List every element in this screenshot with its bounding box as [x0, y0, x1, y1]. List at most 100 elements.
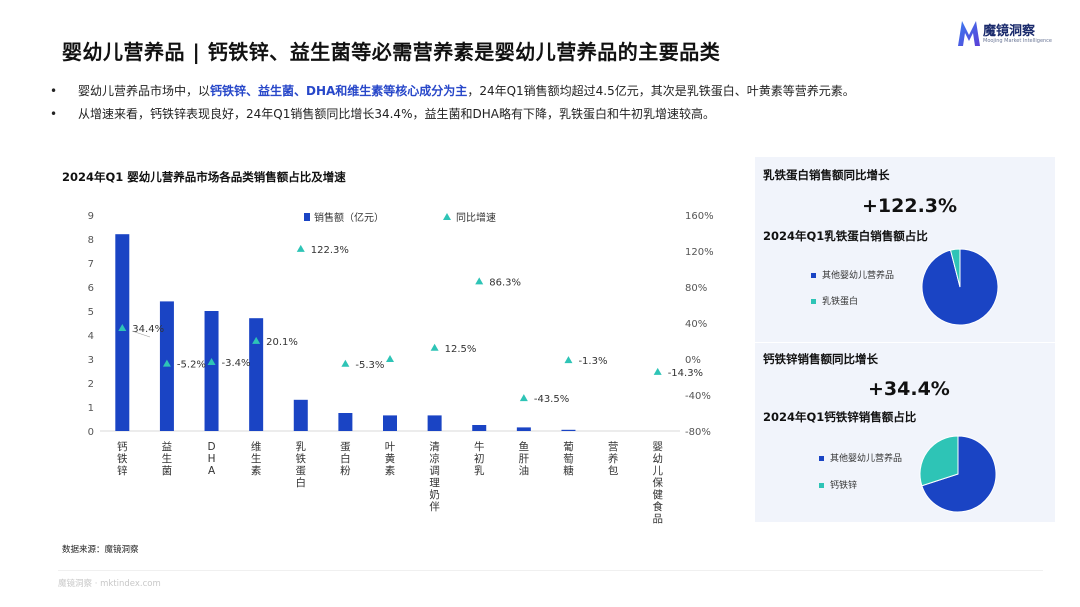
y-left-tick-label: 4: [88, 331, 94, 342]
y-left-tick-label: 7: [88, 259, 94, 270]
bullet-dot: •: [50, 107, 58, 121]
growth-data-label: 122.3%: [311, 245, 349, 256]
brand-logo: 魔镜洞察 Moojing Market Intelligence: [956, 18, 1066, 50]
bullet-highlight: 钙铁锌、益生菌、DHA和维生素等核心成分为主: [210, 84, 468, 98]
legend-point-label: 同比增速: [456, 211, 496, 224]
bar-蛋白粉: [338, 413, 353, 431]
bullet-text: 婴幼儿营养品市场中，以: [78, 84, 211, 98]
x-category-label: 钙铁锌: [117, 440, 128, 477]
pie-slice-钙铁锌: [919, 435, 959, 487]
panel-subtitle: 2024年Q1乳铁蛋白销售额占比: [763, 229, 928, 243]
growth-data-label: -5.3%: [355, 360, 384, 371]
y-right-tick-label: 0%: [685, 355, 701, 366]
footer-divider: [58, 570, 1043, 571]
x-category-label: 清凉调理奶伴: [429, 440, 440, 513]
logo-tagline: Moojing Market Intelligence: [983, 38, 1053, 44]
growth-point-益生菌: [162, 359, 171, 367]
growth-data-label: 34.4%: [132, 324, 164, 335]
growth-data-label: 12.5%: [445, 344, 477, 355]
growth-point-清凉调理奶伴: [430, 343, 439, 351]
bar-叶黄素: [383, 415, 397, 431]
pie-legend-item: 乳铁蛋白: [811, 294, 858, 307]
legend-label: 钙铁锌: [830, 481, 858, 491]
pie-legend-item: 其他婴幼儿营养品: [819, 451, 902, 464]
growth-data-label: -14.3%: [668, 368, 703, 379]
legend-bar-label: 销售额（亿元）: [314, 211, 384, 224]
bar-葡萄糖: [561, 429, 576, 431]
panel-calcium-iron-zinc: 钙铁锌销售额同比增长 +34.4% 2024年Q1钙铁锌销售额占比 其他婴幼儿营…: [755, 343, 1055, 522]
bar-DHA: [204, 311, 219, 431]
growth-data-label: -43.5%: [534, 394, 569, 405]
logo-m-icon: [958, 21, 980, 46]
legend-label: 乳铁蛋白: [822, 297, 859, 307]
x-category-label: 婴幼儿保健食品: [652, 441, 663, 525]
panel-subtitle: 2024年Q1钙铁锌销售额占比: [763, 410, 917, 424]
panel-lactoferrin: 乳铁蛋白销售额同比增长 +122.3% 2024年Q1乳铁蛋白销售额占比 其他婴…: [755, 157, 1055, 342]
growth-point-蛋白粉: [341, 359, 350, 367]
x-category-label: 蛋白粉: [340, 441, 351, 477]
growth-data-label: 20.1%: [266, 337, 298, 348]
panel-title: 钙铁锌销售额同比增长: [763, 352, 878, 366]
x-category-label: 叶黄素: [385, 441, 396, 477]
legend-label: 其他婴幼儿营养品: [822, 271, 895, 281]
legend-bar-swatch: [304, 213, 310, 221]
y-right-tick-label: 40%: [685, 319, 707, 330]
bullet-item: • 婴幼儿营养品市场中，以钙铁锌、益生菌、DHA和维生素等核心成分为主，24年Q1…: [50, 80, 855, 103]
x-category-label: 维生素: [251, 440, 262, 477]
y-right-tick-label: -40%: [685, 391, 711, 402]
bar-维生素: [249, 318, 264, 431]
footer-text: 魔镜洞察 · mktindex.com: [58, 579, 161, 589]
y-left-tick-label: 2: [88, 379, 94, 390]
bar-鱼肝油: [516, 427, 531, 431]
pie-chart: [919, 435, 997, 513]
x-category-label: 乳铁蛋白: [296, 440, 307, 489]
bar-牛初乳: [472, 425, 487, 431]
y-left-tick-label: 5: [88, 307, 94, 318]
growth-data-label: -3.4%: [222, 358, 251, 369]
bullet-item: • 从增速来看，钙铁锌表现良好，24年Q1销售额同比增长34.4%，益生菌和DHA…: [50, 103, 855, 126]
growth-point-钙铁锌: [118, 324, 127, 332]
bar-乳铁蛋白: [293, 399, 308, 431]
y-right-tick-label: 80%: [685, 283, 707, 294]
chart-title: 2024年Q1 婴幼儿营养品市场各品类销售额占比及增速: [62, 170, 346, 184]
legend-swatch: [819, 456, 824, 461]
legend-swatch: [811, 273, 816, 278]
growth-point-鱼肝油: [519, 394, 528, 402]
y-left-tick-label: 0: [88, 427, 94, 438]
growth-point-婴幼儿保健食品: [653, 367, 662, 375]
y-left-tick-label: 9: [88, 211, 94, 222]
x-category-label: 牛初乳: [474, 440, 485, 477]
panel-title: 乳铁蛋白销售额同比增长: [763, 168, 890, 182]
x-category-label: 葡萄糖: [563, 440, 574, 477]
logo-name: 魔镜洞察: [983, 24, 1036, 39]
x-category-label: 鱼肝油: [519, 440, 530, 477]
legend-point-swatch: [443, 213, 451, 220]
panel-growth-value: +34.4%: [868, 378, 950, 400]
pie-chart: [921, 248, 999, 326]
growth-point-牛初乳: [475, 277, 484, 285]
growth-data-label: 86.3%: [489, 277, 521, 288]
growth-point-乳铁蛋白: [296, 244, 305, 252]
data-source: 数据来源：魔镜洞察: [62, 545, 139, 555]
y-left-tick-label: 8: [88, 235, 94, 246]
bar-清凉调理奶伴: [427, 415, 442, 431]
x-category-label: 益生菌: [162, 440, 173, 477]
y-left-tick-label: 6: [88, 283, 94, 294]
bullet-text: 从增速来看，钙铁锌表现良好，24年Q1销售额同比增长34.4%，益生菌和DHA略…: [78, 107, 715, 121]
panel-growth-value: +122.3%: [862, 195, 958, 217]
legend-label: 其他婴幼儿营养品: [830, 454, 903, 464]
y-left-tick-label: 3: [88, 355, 94, 366]
bullet-dot: •: [50, 84, 58, 98]
y-right-tick-label: -80%: [685, 427, 711, 438]
growth-point-DHA: [207, 358, 216, 366]
y-right-tick-label: 160%: [685, 211, 714, 222]
legend-swatch: [819, 483, 824, 488]
growth-data-label: -1.3%: [578, 356, 607, 367]
pie-slice-乳铁蛋白: [949, 248, 961, 288]
page-title: 婴幼儿营养品 | 钙铁锌、益生菌等必需营养素是婴幼儿营养品的主要品类: [62, 40, 721, 64]
summary-bullets: • 婴幼儿营养品市场中，以钙铁锌、益生菌、DHA和维生素等核心成分为主，24年Q1…: [50, 80, 855, 126]
pie-slice-其他婴幼儿营养品: [921, 435, 997, 513]
leader-line: [131, 330, 151, 338]
growth-data-label: -5.2%: [177, 360, 206, 371]
bullet-text: ，24年Q1销售额均超过4.5亿元，其次是乳铁蛋白、叶黄素等营养元素。: [467, 84, 855, 98]
